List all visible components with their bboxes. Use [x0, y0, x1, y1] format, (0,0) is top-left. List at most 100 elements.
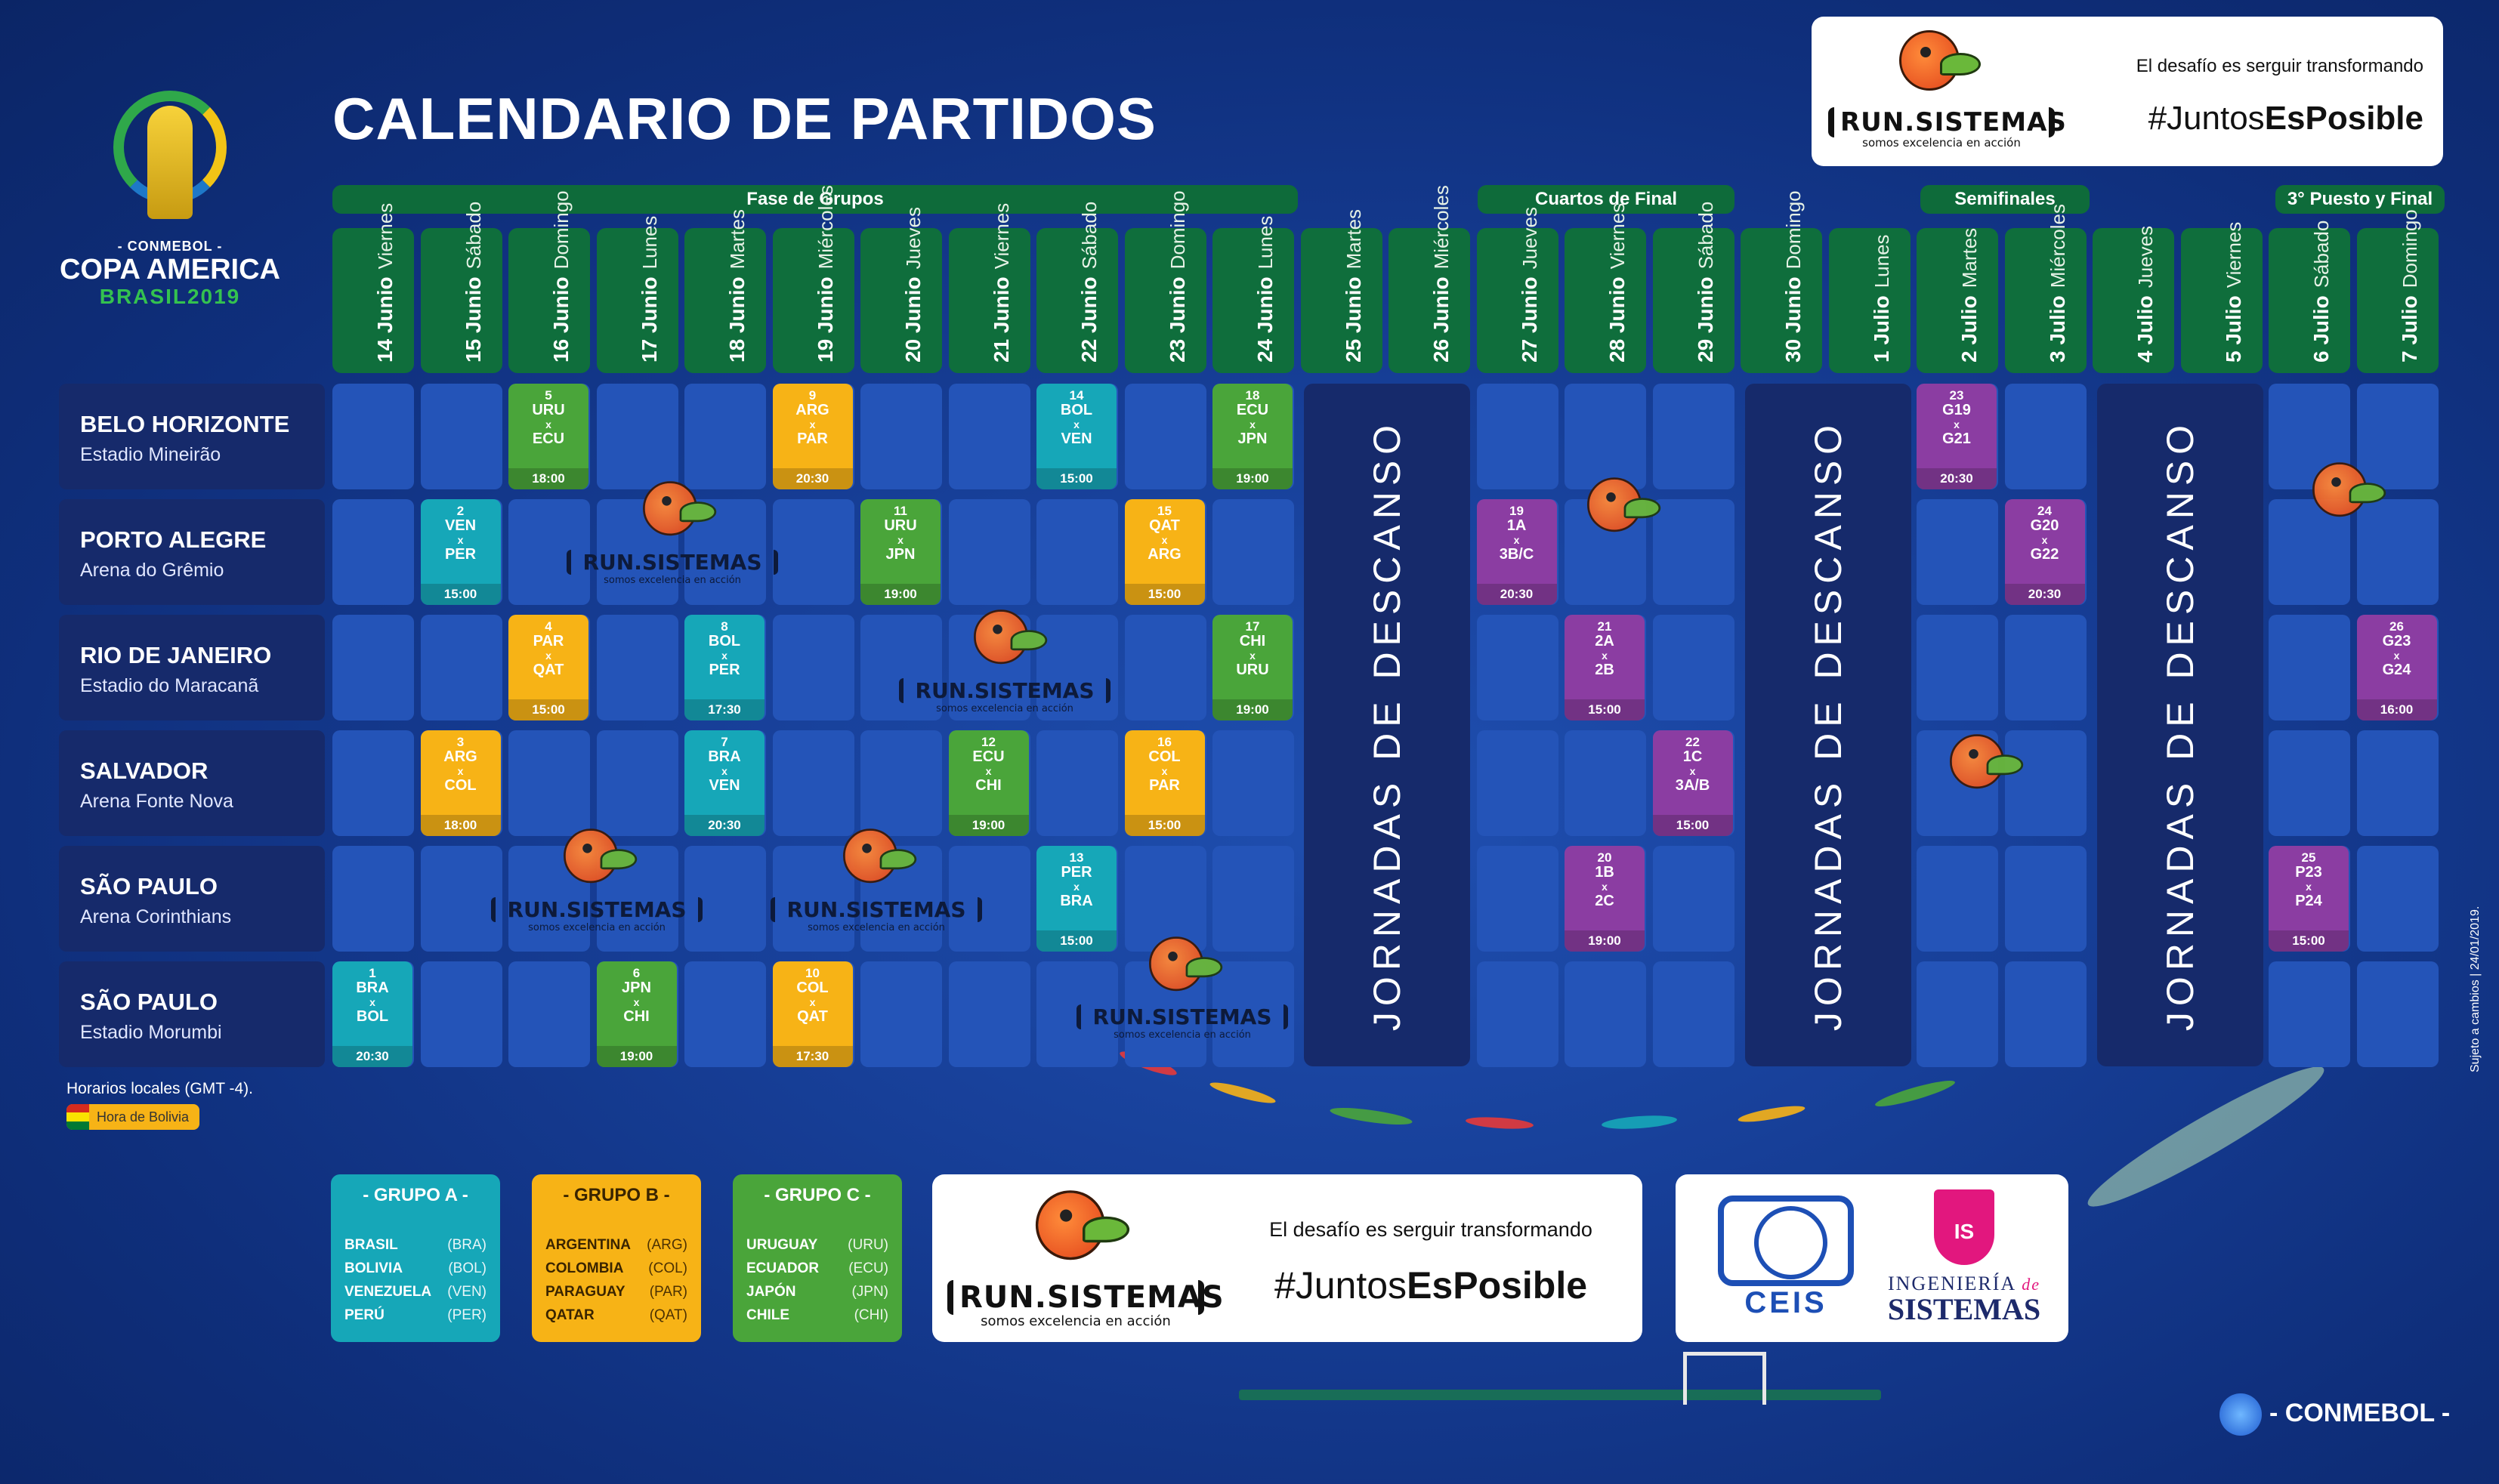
- match-card[interactable]: 26 G23 x G24 16:00: [2356, 615, 2437, 720]
- promo-tagline: El desafío es serguir transformando: [2136, 56, 2423, 76]
- match-card[interactable]: 2 VEN x PER 15:00: [420, 499, 501, 605]
- match-time: 15:00: [2269, 930, 2349, 952]
- match-card[interactable]: 15 QAT x ARG 15:00: [1124, 499, 1205, 605]
- match-number: 7: [721, 735, 728, 749]
- match-number: 16: [1157, 735, 1172, 749]
- match-number: 24: [2037, 504, 2052, 518]
- calendar-cell: [2269, 961, 2350, 1067]
- match-card[interactable]: 20 1B x 2C 19:00: [1565, 846, 1645, 952]
- match-time: 20:30: [1476, 584, 1557, 605]
- calendar-cell: [772, 615, 854, 720]
- team-home: G20: [2030, 517, 2059, 534]
- venue-row-label: SÃO PAULO Arena Corinthians: [59, 846, 325, 952]
- calendar-cell: [420, 846, 502, 952]
- date-label: 25 JunioMartes: [1341, 208, 1365, 363]
- team-name: BRASIL: [344, 1237, 398, 1253]
- match-card[interactable]: 7 BRA x VEN 20:30: [684, 730, 765, 836]
- venue-stadium: Arena do Grêmio: [80, 560, 224, 581]
- match-card[interactable]: 22 1C x 3A/B 15:00: [1652, 730, 1733, 836]
- decorative-swoosh: [1208, 1078, 1277, 1107]
- team-away: PAR: [797, 430, 828, 447]
- match-number: 8: [721, 619, 728, 634]
- decorative-swoosh: [2078, 1052, 2334, 1221]
- match-card[interactable]: 17 CHI x URU 19:00: [1212, 615, 1293, 720]
- group-team-row: ARGENTINA (ARG): [545, 1233, 687, 1257]
- calendar-cell: [2004, 384, 2087, 489]
- date-label: 28 JunioViernes: [1605, 202, 1629, 363]
- runs-watermark: RUN.SISTEMAS somos excelencia en acción: [567, 550, 778, 586]
- match-time: 20:30: [2004, 584, 2085, 605]
- bolivia-time-badge: Hora de Bolivia: [66, 1104, 200, 1130]
- match-card[interactable]: 10 COL x QAT 17:30: [772, 961, 853, 1067]
- group-box: - GRUPO A - BRASIL (BRA) BOLIVIA (BOL) VENEZU…: [331, 1174, 500, 1342]
- match-card[interactable]: 12 ECU x CHI 19:00: [948, 730, 1029, 836]
- calendar-cell: [2356, 384, 2439, 489]
- match-number: 22: [1685, 735, 1700, 749]
- match-number: 5: [545, 388, 552, 403]
- calendar-cell: [2004, 615, 2087, 720]
- match-card[interactable]: 13 PER x BRA 15:00: [1036, 846, 1117, 952]
- match-card[interactable]: 23 G19 x G21 20:30: [1917, 384, 1997, 489]
- match-card[interactable]: 18 ECU x JPN 19:00: [1212, 384, 1293, 489]
- bolivia-flag-icon: [66, 1104, 89, 1130]
- group-title: - GRUPO C -: [764, 1185, 871, 1205]
- match-card[interactable]: 19 1A x 3B/C 20:30: [1476, 499, 1557, 605]
- match-card[interactable]: 6 JPN x CHI 19:00: [596, 961, 677, 1067]
- match-card[interactable]: 1 BRA x BOL 20:30: [332, 961, 412, 1067]
- decorative-swoosh: [1239, 1390, 1881, 1400]
- calendar-cell: [332, 384, 414, 489]
- runs-watermark: RUN.SISTEMAS somos excelencia en acción: [1077, 1004, 1288, 1041]
- team-away: COL: [444, 777, 477, 794]
- versus-separator: x: [1689, 765, 1696, 777]
- date-header: 5 JulioViernes: [2180, 222, 2263, 373]
- match-card[interactable]: 25 P23 x P24 15:00: [2269, 846, 2349, 952]
- match-number: 4: [545, 619, 552, 634]
- date-label: 6 JulioSábado: [2309, 220, 2333, 363]
- calendar-cell: [948, 384, 1030, 489]
- calendar-cell: [332, 615, 414, 720]
- match-time: 18:00: [508, 468, 588, 489]
- match-card[interactable]: 5 URU x ECU 18:00: [508, 384, 588, 489]
- team-home: URU: [532, 402, 565, 418]
- versus-separator: x: [633, 996, 640, 1008]
- page-title: CALENDARIO DE PARTIDOS: [332, 85, 1157, 152]
- team-home: BOL: [708, 633, 741, 649]
- match-card[interactable]: 16 COL x PAR 15:00: [1124, 730, 1205, 836]
- match-card[interactable]: 24 G20 x G22 20:30: [2004, 499, 2085, 605]
- match-card[interactable]: 9 ARG x PAR 20:30: [772, 384, 853, 489]
- versus-separator: x: [1161, 534, 1168, 546]
- date-header: 30 JunioDomingo: [1741, 190, 1822, 373]
- group-box: - GRUPO B - ARGENTINA (ARG) COLOMBIA (COL) PA…: [532, 1174, 701, 1342]
- team-away: 2C: [1595, 893, 1614, 909]
- calendar-cell: [1652, 961, 1734, 1067]
- match-time: 19:00: [948, 815, 1029, 836]
- versus-separator: x: [897, 534, 904, 546]
- calendar-cell: [420, 961, 502, 1067]
- match-card[interactable]: 4 PAR x QAT 15:00: [508, 615, 588, 720]
- calendar-cell: [948, 961, 1030, 1067]
- team-home: COL: [1148, 748, 1181, 765]
- calendar-cell: [1124, 846, 1206, 952]
- match-number: 18: [1245, 388, 1260, 403]
- team-home: 1C: [1682, 748, 1703, 765]
- match-card[interactable]: 3 ARG x COL 18:00: [420, 730, 501, 836]
- calendar-cell: [860, 730, 942, 836]
- match-card[interactable]: 21 2A x 2B 15:00: [1565, 615, 1645, 720]
- date-label: 20 JunioJueves: [901, 207, 925, 363]
- match-card[interactable]: 14 BOL x VEN 15:00: [1036, 384, 1117, 489]
- calendar-cell: [2269, 730, 2350, 836]
- team-home: ECU: [1236, 402, 1269, 418]
- date-header: 16 JunioDomingo: [508, 190, 590, 373]
- match-card[interactable]: 11 URU x JPN 19:00: [860, 499, 941, 605]
- calendar-cell: [948, 846, 1030, 952]
- match-card[interactable]: 8 BOL x PER 17:30: [684, 615, 765, 720]
- rest-days-label: JORNADAS DE DESCANSO: [2159, 418, 2201, 1032]
- team-name: VENEZUELA: [344, 1284, 432, 1300]
- bird-mascot-icon: [2304, 453, 2389, 529]
- team-name: COLOMBIA: [545, 1260, 624, 1276]
- team-away: CHI: [623, 1008, 650, 1025]
- calendar-cell: [860, 384, 942, 489]
- venue-city: RIO DE JANEIRO: [80, 642, 272, 668]
- versus-separator: x: [369, 996, 375, 1008]
- calendar-cell: [1917, 846, 1998, 952]
